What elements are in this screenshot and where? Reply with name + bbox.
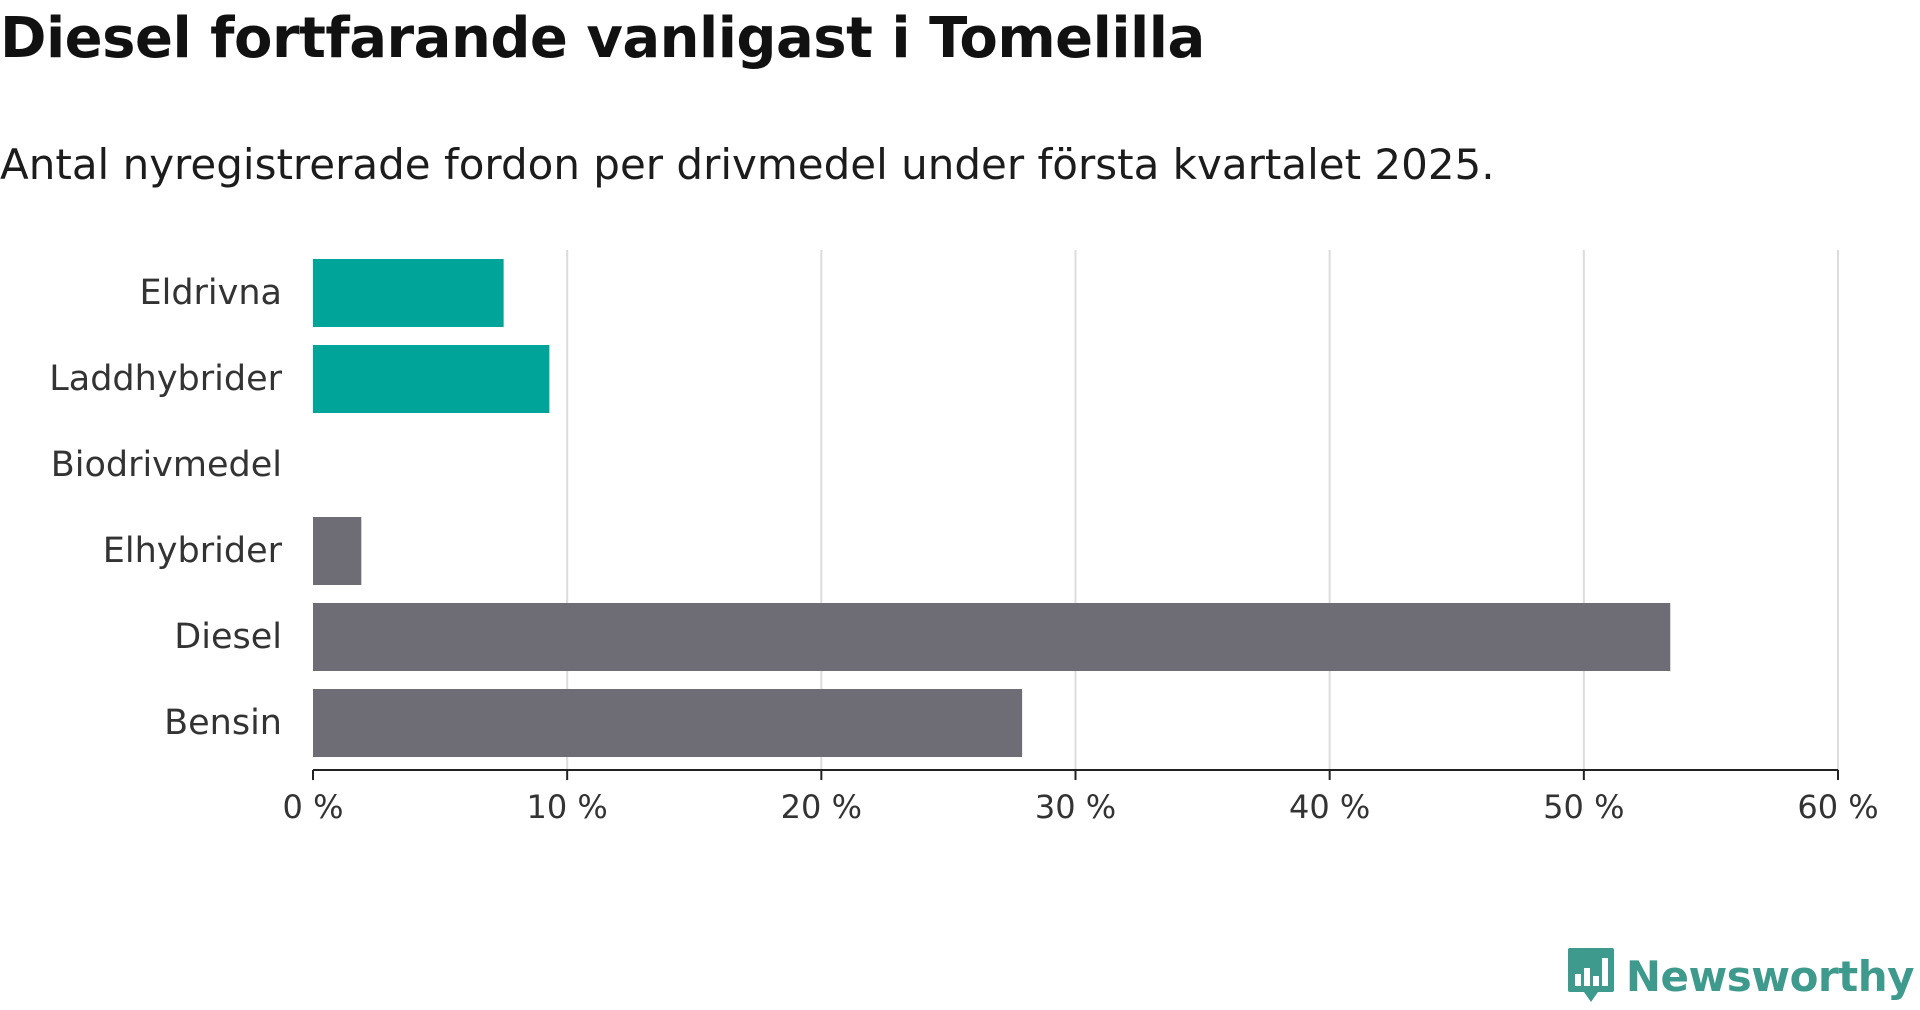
x-tick-label-5: 50 % xyxy=(1543,788,1624,826)
category-label-laddhybrider: Laddhybrider xyxy=(49,359,282,399)
bars xyxy=(313,259,1671,757)
chart-subtitle: Antal nyregistrerade fordon per drivmede… xyxy=(0,140,1495,189)
category-label-elhybrider: Elhybrider xyxy=(103,531,283,571)
chart-title: Diesel fortfarande vanligast i Tomelilla xyxy=(0,6,1205,71)
x-tick-label-0: 0 % xyxy=(283,788,344,826)
bar-elhybrider xyxy=(313,517,362,585)
bar-diesel xyxy=(313,603,1671,671)
bar-chart: Eldrivna Laddhybrider Biodrivmedel Elhybrid… xyxy=(49,250,1879,826)
x-tick-label-6: 60 % xyxy=(1797,788,1878,826)
bar-eldrivna xyxy=(313,259,504,327)
brand-logo: Newsworthy xyxy=(1566,946,1915,1006)
x-tick-label-4: 40 % xyxy=(1289,788,1370,826)
bar-laddhybrider xyxy=(313,345,550,413)
brand-name: Newsworthy xyxy=(1625,951,1915,1001)
category-label-bensin: Bensin xyxy=(164,703,282,743)
category-label-eldrivna: Eldrivna xyxy=(139,273,282,313)
x-tick-label-2: 20 % xyxy=(781,788,862,826)
category-label-diesel: Diesel xyxy=(174,617,282,657)
category-label-biodrivmedel: Biodrivmedel xyxy=(51,445,282,485)
bar-bensin xyxy=(313,689,1023,757)
bar-chart-speech-bubble-icon xyxy=(1567,948,1614,1002)
category-labels: Eldrivna Laddhybrider Biodrivmedel Elhybrid… xyxy=(49,273,282,743)
x-axis: 0 % 10 % 20 % 30 % 40 % 50 % 60 % xyxy=(283,769,1879,826)
x-tick-label-1: 10 % xyxy=(527,788,608,826)
gridlines xyxy=(566,250,1839,770)
x-tick-label-3: 30 % xyxy=(1035,788,1116,826)
